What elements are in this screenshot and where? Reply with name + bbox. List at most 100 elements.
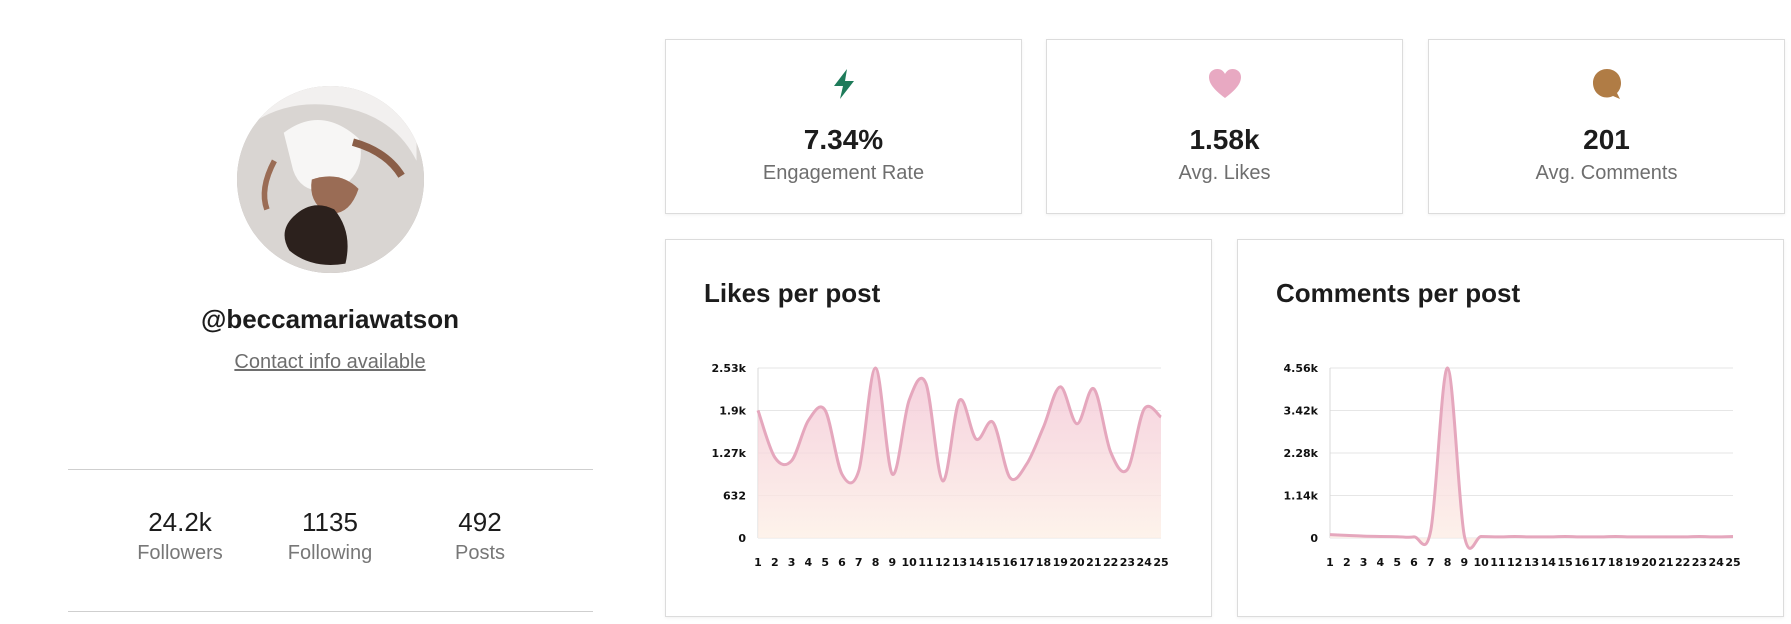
data-point[interactable] <box>891 473 893 475</box>
data-point[interactable] <box>1430 529 1432 531</box>
x-tick-label: 9 <box>889 556 897 569</box>
data-point[interactable] <box>807 419 809 421</box>
x-tick-label: 21 <box>1658 556 1673 569</box>
x-tick-label: 8 <box>1444 556 1452 569</box>
data-point[interactable] <box>1732 535 1734 537</box>
stat-followers: 24.2k Followers <box>100 506 260 568</box>
data-point[interactable] <box>1346 534 1348 536</box>
data-point[interactable] <box>790 460 792 462</box>
divider-top <box>68 469 593 470</box>
x-tick-label: 8 <box>872 556 880 569</box>
data-point[interactable] <box>975 438 977 440</box>
x-tick-label: 20 <box>1641 556 1657 569</box>
data-point[interactable] <box>1497 536 1499 538</box>
x-tick-label: 19 <box>1053 556 1068 569</box>
profile-stats: 24.2k Followers 1135 Following 492 Posts <box>0 506 660 576</box>
data-point[interactable] <box>874 367 876 369</box>
data-point[interactable] <box>1362 535 1364 537</box>
data-point[interactable] <box>1329 533 1331 535</box>
metric-value: 7.34% <box>803 124 884 155</box>
y-tick-label: 1.14k <box>1284 490 1319 503</box>
data-point[interactable] <box>1143 408 1145 410</box>
x-tick-label: 10 <box>1473 556 1489 569</box>
data-point[interactable] <box>1396 535 1398 537</box>
data-point[interactable] <box>1025 463 1027 465</box>
data-point[interactable] <box>1614 535 1616 537</box>
data-point[interactable] <box>942 480 944 482</box>
y-tick-label: 632 <box>723 490 746 503</box>
x-tick-label: 21 <box>1086 556 1101 569</box>
data-point[interactable] <box>1126 468 1128 470</box>
series-line <box>756 366 1162 485</box>
data-point[interactable] <box>1480 535 1482 537</box>
x-tick-label: 19 <box>1625 556 1640 569</box>
stat-value: 492 <box>458 507 502 537</box>
data-point[interactable] <box>824 409 826 411</box>
data-point[interactable] <box>1715 536 1717 538</box>
x-tick-label: 18 <box>1036 556 1051 569</box>
x-tick-label: 6 <box>838 556 846 569</box>
metric-card-likes: 1.58k Avg. Likes <box>1046 39 1403 214</box>
y-tick-label: 2.53k <box>712 362 747 375</box>
data-point[interactable] <box>1648 536 1650 538</box>
data-point[interactable] <box>1581 536 1583 538</box>
contact-info-link[interactable]: Contact info available <box>234 351 426 373</box>
data-point[interactable] <box>1093 388 1095 390</box>
x-tick-label: 4 <box>805 556 813 569</box>
x-tick-label: 2 <box>771 556 779 569</box>
comments-chart-card: Comments per post 0 1.14k 2.28k 3.42k 4.56k 1… <box>1237 239 1784 617</box>
data-point[interactable] <box>1413 536 1415 538</box>
x-tick-label: 3 <box>1360 556 1368 569</box>
x-tick-label: 23 <box>1692 556 1707 569</box>
data-point[interactable] <box>1109 451 1111 453</box>
data-point[interactable] <box>1597 536 1599 538</box>
data-point[interactable] <box>1681 536 1683 538</box>
heart-icon <box>1208 69 1241 98</box>
x-tick-label: 24 <box>1137 556 1153 569</box>
comment-icon <box>1592 69 1621 99</box>
series-area <box>1330 367 1733 549</box>
x-tick-label: 25 <box>1725 556 1740 569</box>
data-point[interactable] <box>992 421 994 423</box>
metric-value: 201 <box>1583 124 1630 155</box>
data-point[interactable] <box>1446 367 1448 369</box>
x-tick-label: 24 <box>1709 556 1725 569</box>
x-tick-label: 5 <box>1393 556 1401 569</box>
data-point[interactable] <box>925 382 927 384</box>
data-point[interactable] <box>1547 536 1549 538</box>
data-point[interactable] <box>1564 535 1566 537</box>
data-point[interactable] <box>858 470 860 472</box>
metric-label: Engagement Rate <box>762 162 925 184</box>
x-tick-label: 3 <box>788 556 796 569</box>
x-tick-label: 16 <box>1574 556 1590 569</box>
x-tick-label: 5 <box>821 556 829 569</box>
data-point[interactable] <box>1463 535 1465 537</box>
data-point[interactable] <box>1160 416 1162 418</box>
x-tick-label: 13 <box>952 556 967 569</box>
data-point[interactable] <box>1631 536 1633 538</box>
data-point[interactable] <box>908 399 910 401</box>
stat-value: 24.2k <box>148 507 212 537</box>
x-tick-label: 2 <box>1343 556 1351 569</box>
data-point[interactable] <box>1698 535 1700 537</box>
avatar[interactable] <box>237 86 424 273</box>
data-point[interactable] <box>1042 426 1044 428</box>
data-point[interactable] <box>774 456 776 458</box>
data-point[interactable] <box>1665 536 1667 538</box>
data-point[interactable] <box>958 399 960 401</box>
data-point[interactable] <box>1530 536 1532 538</box>
data-point[interactable] <box>841 473 843 475</box>
data-point[interactable] <box>1076 423 1078 425</box>
data-point[interactable] <box>1514 535 1516 537</box>
x-tick-label: 18 <box>1608 556 1623 569</box>
metric-card-engagement: 7.34% Engagement Rate <box>665 39 1022 214</box>
data-point[interactable] <box>1009 476 1011 478</box>
data-point[interactable] <box>1059 386 1061 388</box>
x-tick-label: 11 <box>1490 556 1505 569</box>
data-point[interactable] <box>1379 535 1381 537</box>
username: @beccamariawatson <box>200 304 460 334</box>
y-tick-label: 4.56k <box>1284 362 1319 375</box>
metric-label: Avg. Likes <box>1178 162 1271 184</box>
data-point[interactable] <box>757 409 759 411</box>
